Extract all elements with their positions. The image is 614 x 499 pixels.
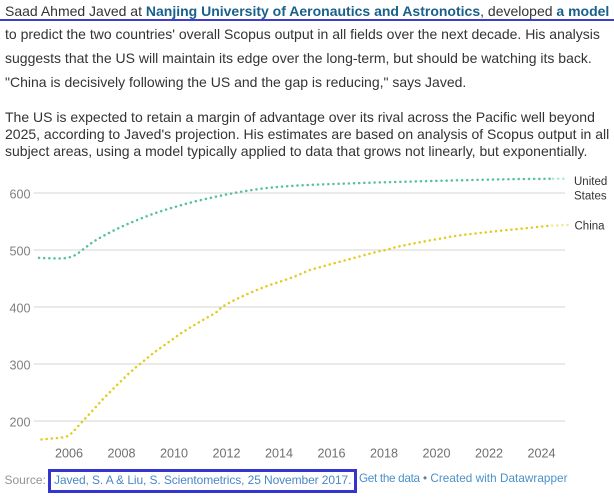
svg-text:United: United (574, 176, 607, 188)
svg-text:600: 600 (9, 187, 30, 201)
svg-text:500: 500 (9, 244, 30, 258)
svg-text:2008: 2008 (107, 446, 135, 460)
svg-text:2014: 2014 (265, 446, 293, 460)
svg-text:400: 400 (9, 301, 30, 315)
svg-text:2022: 2022 (475, 446, 503, 460)
svg-text:2016: 2016 (317, 446, 345, 460)
svg-text:States: States (574, 190, 607, 202)
svg-text:200: 200 (9, 415, 30, 429)
svg-text:2020: 2020 (422, 446, 450, 460)
svg-text:2012: 2012 (212, 446, 240, 460)
svg-text:300: 300 (9, 358, 30, 372)
svg-text:2006: 2006 (55, 446, 83, 460)
svg-text:China: China (575, 221, 606, 233)
svg-text:2018: 2018 (370, 446, 398, 460)
svg-text:2024: 2024 (527, 446, 555, 460)
svg-text:2010: 2010 (160, 446, 188, 460)
